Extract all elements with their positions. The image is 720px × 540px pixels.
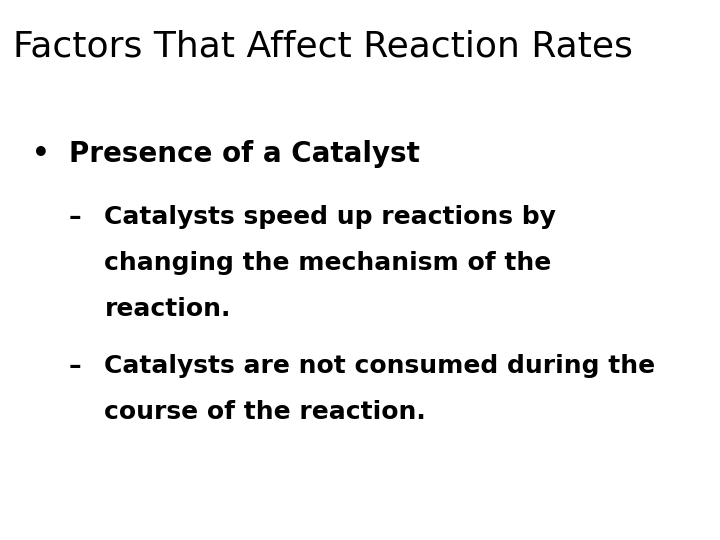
Text: –: – xyxy=(68,205,81,229)
Text: Factors That Affect Reaction Rates: Factors That Affect Reaction Rates xyxy=(13,30,633,64)
Text: changing the mechanism of the: changing the mechanism of the xyxy=(104,251,552,275)
Text: Catalysts speed up reactions by: Catalysts speed up reactions by xyxy=(104,205,557,229)
Text: reaction.: reaction. xyxy=(104,297,231,321)
Text: •  Presence of a Catalyst: • Presence of a Catalyst xyxy=(32,140,420,168)
Text: –: – xyxy=(68,354,81,377)
Text: Catalysts are not consumed during the: Catalysts are not consumed during the xyxy=(104,354,655,377)
Text: course of the reaction.: course of the reaction. xyxy=(104,400,426,423)
